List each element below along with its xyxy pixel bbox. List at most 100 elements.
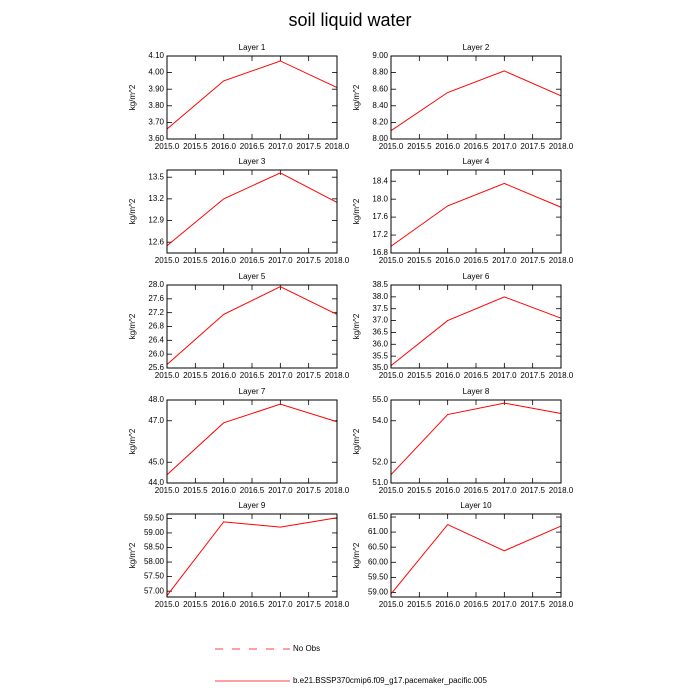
- x-tick-label: 2017.5: [296, 371, 321, 380]
- x-tick-label: 2015.5: [407, 600, 432, 609]
- x-tick-label: 2015.5: [183, 600, 208, 609]
- data-line: [166, 172, 338, 247]
- x-tick-label: 2016.5: [240, 256, 265, 265]
- x-tick-label: 2016.0: [435, 142, 460, 151]
- y-tick-label: 3.60: [148, 134, 164, 143]
- x-tick-label: 2017.0: [268, 371, 293, 380]
- x-tick-label: 2016.5: [464, 256, 489, 265]
- x-tick-label: 2017.5: [296, 600, 321, 609]
- x-tick-label: 2018.0: [325, 486, 350, 495]
- plot-frame: [166, 284, 338, 369]
- plot-frame: [166, 399, 338, 484]
- data-line: [390, 182, 562, 247]
- data-line: [166, 403, 338, 476]
- x-tick-label: 2016.0: [435, 600, 460, 609]
- panel-title: Layer 3: [239, 157, 266, 166]
- y-tick-label: 60.00: [368, 557, 389, 566]
- data-line: [166, 517, 338, 596]
- y-tick-label: 28.0: [148, 280, 164, 289]
- plot-frame: [166, 169, 338, 254]
- figure-title: soil liquid water: [288, 10, 411, 30]
- x-tick-label: 2018.0: [549, 256, 574, 265]
- legend-label: b.e21.BSSP370cmip6.f09_g17.pacemaker_pac…: [293, 676, 487, 685]
- y-tick-label: 12.9: [148, 216, 164, 225]
- y-tick-label: 44.0: [148, 478, 164, 487]
- x-tick-label: 2015.0: [155, 371, 180, 380]
- y-axis-label: kg/m^2: [352, 542, 361, 568]
- y-axis-label: kg/m^2: [128, 198, 137, 224]
- y-tick-label: 8.20: [372, 118, 388, 127]
- x-tick-label: 2017.0: [268, 256, 293, 265]
- plot-frame: [390, 513, 562, 598]
- x-tick-label: 2018.0: [325, 600, 350, 609]
- x-tick-label: 2016.0: [211, 600, 236, 609]
- panel-title: Layer 2: [463, 43, 490, 52]
- y-tick-label: 57.50: [144, 572, 165, 581]
- y-tick-label: 3.80: [148, 101, 164, 110]
- x-tick-label: 2015.5: [183, 256, 208, 265]
- y-tick-label: 58.50: [144, 543, 165, 552]
- x-tick-label: 2015.0: [155, 486, 180, 495]
- x-tick-label: 2017.5: [520, 486, 545, 495]
- x-tick-label: 2018.0: [549, 600, 574, 609]
- x-tick-label: 2015.5: [407, 142, 432, 151]
- x-tick-label: 2016.5: [240, 142, 265, 151]
- x-tick-label: 2016.5: [240, 486, 265, 495]
- y-tick-label: 51.0: [372, 478, 388, 487]
- y-axis-label: kg/m^2: [128, 84, 137, 110]
- y-axis-label: kg/m^2: [128, 542, 137, 568]
- x-tick-label: 2017.0: [492, 142, 517, 151]
- panel-title: Layer 9: [239, 501, 266, 510]
- y-tick-label: 55.0: [372, 395, 388, 404]
- y-tick-label: 59.00: [368, 588, 389, 597]
- x-tick-label: 2015.0: [379, 371, 404, 380]
- plot-frame: [390, 169, 562, 254]
- x-tick-label: 2017.0: [268, 142, 293, 151]
- y-tick-label: 4.00: [148, 68, 164, 77]
- data-line: [390, 70, 562, 132]
- y-axis-label: kg/m^2: [352, 198, 361, 224]
- y-tick-label: 17.6: [372, 212, 388, 221]
- y-tick-label: 59.50: [144, 513, 165, 522]
- x-tick-label: 2017.5: [296, 142, 321, 151]
- x-tick-label: 2015.0: [379, 600, 404, 609]
- x-tick-label: 2017.5: [296, 486, 321, 495]
- data-line: [390, 402, 562, 476]
- x-tick-label: 2017.5: [296, 256, 321, 265]
- y-tick-label: 3.70: [148, 118, 164, 127]
- x-tick-label: 2017.0: [268, 600, 293, 609]
- y-tick-label: 27.6: [148, 294, 164, 303]
- panel-title: Layer 1: [239, 43, 266, 52]
- x-tick-label: 2017.0: [268, 486, 293, 495]
- x-tick-label: 2018.0: [549, 486, 574, 495]
- y-tick-label: 59.00: [144, 528, 165, 537]
- x-tick-label: 2017.5: [520, 256, 545, 265]
- x-tick-label: 2016.5: [464, 371, 489, 380]
- y-tick-label: 13.2: [148, 194, 164, 203]
- x-tick-label: 2016.0: [435, 256, 460, 265]
- y-tick-label: 38.0: [372, 292, 388, 301]
- x-tick-label: 2017.0: [492, 256, 517, 265]
- x-tick-label: 2018.0: [325, 256, 350, 265]
- panel-title: Layer 4: [463, 157, 490, 166]
- x-tick-label: 2015.0: [379, 256, 404, 265]
- data-line: [166, 60, 338, 130]
- x-tick-label: 2016.5: [464, 486, 489, 495]
- plot-frame: [166, 55, 338, 140]
- x-tick-label: 2016.0: [435, 486, 460, 495]
- y-tick-label: 8.60: [372, 84, 388, 93]
- panel-title: Layer 10: [460, 501, 492, 510]
- y-tick-label: 60.50: [368, 542, 389, 551]
- x-tick-label: 2015.5: [407, 256, 432, 265]
- y-axis-label: kg/m^2: [128, 428, 137, 454]
- y-tick-label: 36.5: [372, 328, 388, 337]
- y-tick-label: 35.0: [372, 363, 388, 372]
- x-tick-label: 2015.5: [407, 371, 432, 380]
- x-tick-label: 2015.5: [183, 142, 208, 151]
- data-line: [390, 296, 562, 367]
- x-tick-label: 2016.0: [211, 142, 236, 151]
- y-tick-label: 18.4: [372, 176, 388, 185]
- y-tick-label: 8.40: [372, 101, 388, 110]
